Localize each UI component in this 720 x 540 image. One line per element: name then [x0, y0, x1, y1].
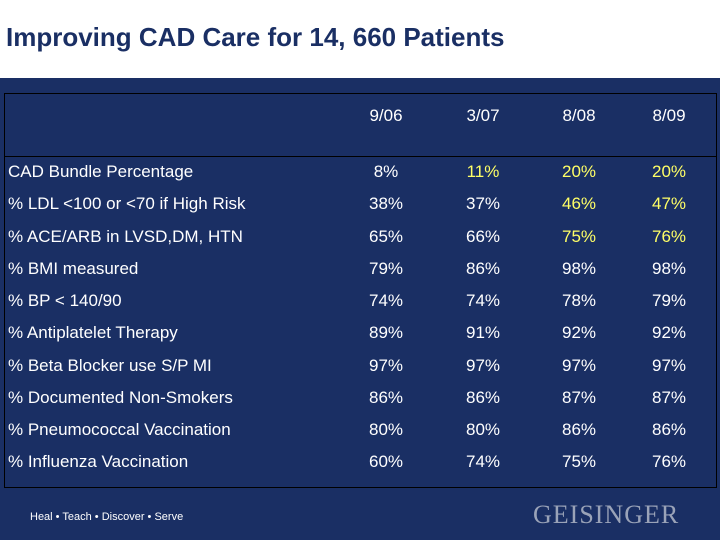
column-header: 8/09: [652, 106, 686, 125]
table-cell: 74%: [465, 452, 501, 471]
table-cell: 86%: [561, 420, 597, 439]
table-cell: 78%: [561, 291, 597, 310]
footer-tagline: Heal • Teach • Discover • Serve: [30, 511, 184, 523]
table-cell: 8%: [373, 162, 399, 181]
row-label: % Beta Blocker use S/P MI: [8, 356, 212, 375]
table-cell: 97%: [368, 356, 404, 375]
table-cell: 92%: [651, 323, 687, 342]
column-header: 9/06: [369, 106, 403, 125]
table-cell: 86%: [465, 388, 501, 407]
table-cell: 65%: [368, 227, 404, 246]
table-cell: 75%: [561, 452, 597, 471]
table-cell: 76%: [651, 452, 687, 471]
table-cell: 80%: [465, 420, 501, 439]
row-label: % Pneumococcal Vaccination: [8, 420, 231, 439]
table-cell: 87%: [651, 388, 687, 407]
table-cell: 97%: [651, 356, 687, 375]
row-label: % Influenza Vaccination: [8, 452, 189, 471]
table-cell: 79%: [368, 259, 404, 278]
row-label: CAD Bundle Percentage: [8, 162, 194, 181]
slide-title: Improving CAD Care for 14, 660 Patients: [6, 22, 505, 52]
row-label: % ACE/ARB in LVSD,DM, HTN: [8, 227, 243, 246]
table-cell: 97%: [561, 356, 597, 375]
table-cell: 92%: [561, 323, 597, 342]
row-label: % BP < 140/90: [8, 291, 122, 310]
table-cell: 74%: [368, 291, 404, 310]
table-cell: 87%: [561, 388, 597, 407]
table-cell: 98%: [651, 259, 687, 278]
brand-logo: GEISINGER: [533, 500, 680, 529]
table-cell: 20%: [561, 162, 597, 181]
table-cell: 91%: [465, 323, 501, 342]
column-header: 8/08: [562, 106, 596, 125]
row-label: % BMI measured: [8, 259, 139, 278]
table-cell: 89%: [368, 323, 404, 342]
table-cell: 76%: [651, 227, 687, 246]
table-cell: 80%: [368, 420, 404, 439]
table-cell: 37%: [465, 194, 501, 213]
table-cell: 60%: [368, 452, 404, 471]
table-cell: 86%: [368, 388, 404, 407]
row-label: % Antiplatelet Therapy: [8, 323, 178, 342]
table-cell: 86%: [465, 259, 501, 278]
table-cell: 86%: [651, 420, 687, 439]
table-cell: 66%: [465, 227, 501, 246]
table-cell: 20%: [651, 162, 687, 181]
table-cell: 75%: [561, 227, 597, 246]
table-cell: 98%: [561, 259, 597, 278]
table-cell: 74%: [465, 291, 501, 310]
table-cell: 79%: [651, 291, 687, 310]
row-label: % LDL <100 or <70 if High Risk: [8, 194, 246, 213]
row-label: % Documented Non-Smokers: [8, 388, 233, 407]
column-header: 3/07: [466, 106, 500, 125]
table-frame: [4, 93, 717, 488]
header-divider: [4, 156, 717, 157]
table-cell: 97%: [465, 356, 501, 375]
table-cell: 47%: [651, 194, 687, 213]
table-cell: 11%: [466, 162, 500, 181]
table-cell: 46%: [561, 194, 597, 213]
table-cell: 38%: [368, 194, 404, 213]
title-bar: Improving CAD Care for 14, 660 Patients: [0, 0, 720, 78]
